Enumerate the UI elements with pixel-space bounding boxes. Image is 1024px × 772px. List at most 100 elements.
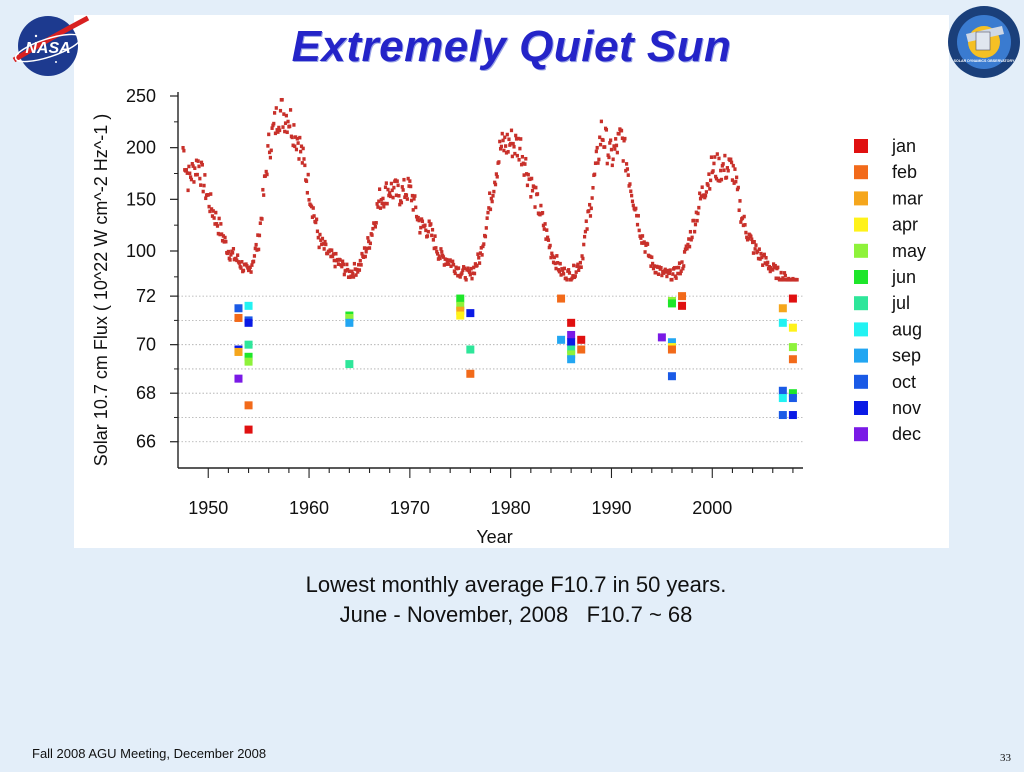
flux-point — [410, 193, 414, 198]
flux-point — [623, 136, 627, 141]
flux-point — [189, 177, 194, 182]
flux-point — [635, 222, 640, 227]
flux-point — [672, 266, 677, 270]
flux-point — [654, 270, 658, 275]
flux-point — [561, 268, 565, 273]
flux-point — [556, 261, 560, 265]
flux-point — [204, 196, 208, 201]
legend-swatch-apr — [854, 217, 868, 232]
legend-label-apr: apr — [892, 215, 918, 235]
flux-point — [523, 162, 527, 166]
flux-point — [687, 244, 692, 249]
flux-point — [334, 251, 338, 256]
flux-point — [378, 206, 383, 210]
flux-point — [522, 173, 526, 177]
flux-point — [317, 245, 321, 250]
flux-point — [541, 223, 546, 228]
flux-point — [642, 240, 646, 244]
flux-point — [656, 265, 660, 269]
flux-point — [725, 166, 729, 170]
low-flux-point-mar — [778, 304, 787, 313]
flux-point — [440, 250, 444, 254]
flux-point — [420, 219, 425, 224]
flux-point — [585, 227, 589, 231]
flux-point — [383, 185, 388, 190]
flux-point — [684, 244, 688, 249]
flux-point — [253, 246, 257, 251]
flux-point — [290, 135, 294, 140]
flux-point — [388, 194, 393, 199]
flux-point — [771, 262, 776, 266]
sdo-logo: SOLAR DYNAMICS OBSERVATORY — [948, 6, 1020, 78]
flux-point — [738, 199, 742, 203]
legend-swatch-oct — [854, 374, 868, 389]
flux-point — [603, 145, 607, 149]
flux-point — [597, 157, 601, 162]
low-flux-point-jun — [244, 352, 253, 361]
flux-point — [620, 136, 624, 141]
flux-point — [363, 254, 367, 259]
low-flux-point-jan — [577, 335, 586, 344]
flux-point — [210, 207, 214, 211]
flux-point — [387, 193, 391, 198]
flux-point — [619, 128, 624, 133]
low-flux-point-nov — [466, 309, 475, 318]
flux-point — [735, 175, 739, 180]
flux-point — [445, 257, 449, 262]
flux-point — [349, 274, 353, 279]
flux-point — [479, 246, 483, 250]
flux-point — [723, 153, 727, 158]
flux-point — [237, 261, 241, 265]
flux-point — [226, 249, 231, 254]
flux-point — [194, 172, 198, 177]
flux-point — [732, 181, 736, 185]
flux-point — [584, 219, 588, 224]
flux-point — [530, 188, 535, 193]
flux-point — [567, 271, 572, 275]
flux-point — [472, 271, 477, 276]
low-flux-point-feb — [577, 345, 586, 354]
flux-point — [408, 179, 412, 183]
flux-point — [764, 255, 768, 260]
flux-point — [628, 182, 632, 186]
flux-point — [324, 242, 328, 247]
low-flux-point-oct — [778, 411, 787, 420]
flux-point — [239, 266, 243, 270]
flux-point — [278, 128, 282, 133]
flux-point — [557, 269, 561, 274]
flux-point — [589, 206, 593, 211]
flux-point — [576, 262, 580, 267]
flux-point — [606, 153, 610, 158]
flux-point — [439, 247, 443, 251]
flux-point — [759, 251, 763, 256]
flux-point — [532, 185, 536, 189]
flux-point — [681, 266, 685, 271]
flux-point — [443, 257, 447, 261]
flux-point — [746, 236, 750, 241]
flux-point — [510, 154, 514, 159]
flux-point — [284, 113, 288, 118]
flux-point — [534, 185, 538, 190]
flux-point — [357, 262, 361, 267]
flux-point — [622, 138, 626, 143]
flux-point — [380, 201, 384, 206]
flux-point — [331, 252, 336, 256]
flux-point — [329, 254, 333, 259]
flux-point — [772, 265, 777, 270]
flux-point — [288, 108, 293, 112]
flux-point — [682, 264, 686, 268]
flux-point — [427, 219, 431, 224]
flux-point — [190, 162, 194, 166]
low-flux-point-aug — [778, 318, 787, 327]
flux-point — [682, 250, 687, 254]
y-tick-label-lower: 70 — [136, 335, 156, 355]
flux-point — [420, 217, 424, 221]
flux-point — [302, 157, 306, 161]
flux-point — [215, 224, 220, 228]
y-axis-title: Solar 10.7 cm Flux ( 10^22 W cm^-2 Hz^-1… — [91, 114, 111, 466]
flux-point — [763, 261, 767, 265]
flux-point — [729, 160, 734, 165]
flux-point — [567, 268, 571, 272]
flux-point — [498, 146, 503, 151]
flux-point — [245, 264, 249, 268]
